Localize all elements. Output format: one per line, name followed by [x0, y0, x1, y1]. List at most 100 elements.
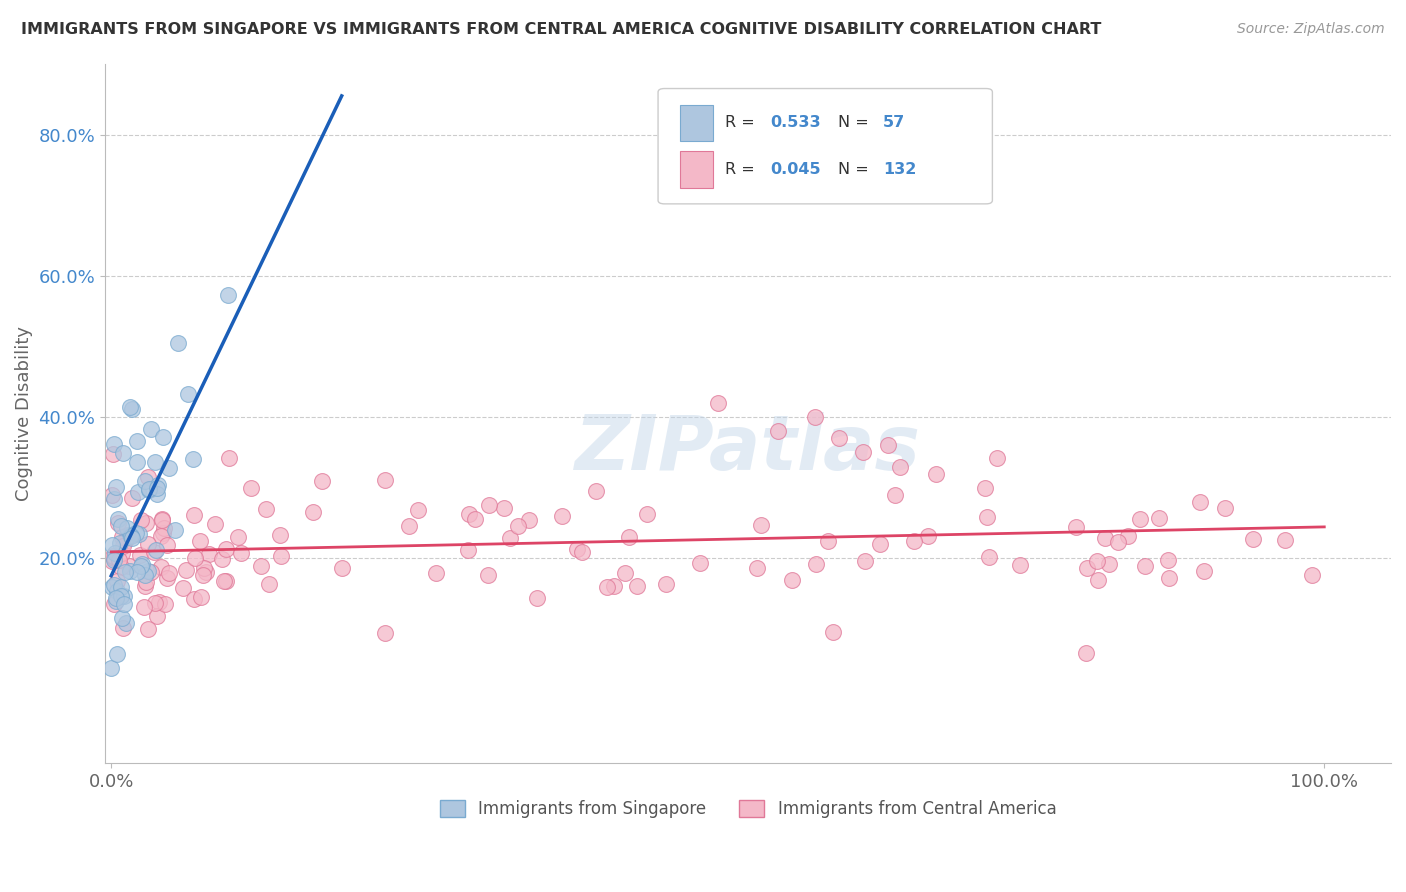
Point: [1157, 553, 1180, 567]
Point: [117, 559, 139, 574]
Point: [188, 534, 211, 549]
Point: [257, 577, 280, 591]
Point: [184, 550, 207, 565]
Point: [138, 483, 160, 498]
Point: [104, 546, 127, 560]
Point: [614, 566, 637, 580]
Point: [136, 537, 159, 551]
Point: [125, 526, 148, 541]
Point: [149, 529, 172, 543]
FancyBboxPatch shape: [658, 88, 993, 204]
Point: [986, 450, 1008, 465]
Point: [150, 560, 173, 574]
Point: [145, 543, 167, 558]
Point: [110, 580, 132, 594]
Point: [136, 622, 159, 636]
Text: Source: ZipAtlas.com: Source: ZipAtlas.com: [1237, 22, 1385, 37]
Text: R =: R =: [725, 162, 759, 178]
Point: [107, 512, 129, 526]
Point: [105, 594, 128, 608]
Point: [152, 430, 174, 444]
Point: [132, 600, 155, 615]
Point: [240, 481, 263, 495]
Point: [157, 566, 180, 581]
Point: [134, 474, 156, 488]
Point: [112, 597, 135, 611]
Point: [269, 528, 291, 542]
Point: [101, 487, 124, 501]
Point: [143, 454, 166, 468]
Point: [603, 579, 626, 593]
Point: [110, 518, 132, 533]
Point: [406, 502, 429, 516]
Point: [105, 583, 128, 598]
Point: [499, 531, 522, 545]
Point: [193, 561, 215, 575]
Point: [745, 561, 768, 575]
Point: [828, 431, 851, 445]
Point: [103, 578, 125, 592]
Point: [103, 437, 125, 451]
Point: [212, 574, 235, 589]
Point: [120, 529, 142, 543]
Point: [215, 542, 238, 557]
Point: [655, 577, 678, 591]
Point: [148, 595, 170, 609]
Point: [254, 501, 277, 516]
Point: [551, 509, 574, 524]
Point: [120, 564, 142, 578]
Point: [112, 589, 135, 603]
Point: [157, 460, 180, 475]
Point: [596, 580, 619, 594]
Point: [107, 516, 129, 530]
Point: [111, 620, 134, 634]
Point: [526, 591, 548, 605]
Point: [917, 528, 939, 542]
Point: [153, 521, 176, 535]
Point: [1066, 520, 1088, 534]
Point: [103, 491, 125, 506]
Text: IMMIGRANTS FROM SINGAPORE VS IMMIGRANTS FROM CENTRAL AMERICA COGNITIVE DISABILIT: IMMIGRANTS FROM SINGAPORE VS IMMIGRANTS …: [21, 22, 1101, 37]
Point: [125, 565, 148, 579]
Point: [115, 615, 138, 630]
Point: [374, 473, 396, 487]
Point: [127, 434, 149, 449]
Point: [973, 481, 995, 495]
Point: [749, 518, 772, 533]
Point: [143, 544, 166, 558]
Point: [228, 530, 250, 544]
Point: [115, 528, 138, 542]
Text: 57: 57: [883, 115, 905, 130]
Point: [457, 543, 479, 558]
Point: [571, 545, 593, 559]
Point: [120, 401, 142, 415]
Point: [103, 551, 125, 566]
Point: [101, 554, 124, 568]
Point: [110, 536, 132, 550]
Point: [1135, 559, 1157, 574]
Point: [889, 459, 911, 474]
Point: [636, 507, 658, 521]
Point: [1076, 561, 1098, 575]
Point: [146, 487, 169, 501]
Point: [706, 396, 728, 410]
Text: 0.045: 0.045: [770, 162, 821, 178]
Point: [617, 530, 640, 544]
Point: [1107, 535, 1129, 549]
Point: [585, 483, 607, 498]
Point: [218, 450, 240, 465]
Point: [146, 481, 169, 495]
Point: [183, 508, 205, 523]
Point: [101, 538, 124, 552]
Point: [804, 410, 827, 425]
Point: [150, 513, 173, 527]
Point: [215, 574, 238, 588]
Point: [156, 571, 179, 585]
Point: [398, 518, 420, 533]
Point: [852, 445, 875, 459]
Point: [115, 521, 138, 535]
Point: [1085, 554, 1108, 568]
Point: [229, 545, 252, 559]
Point: [121, 531, 143, 545]
Point: [270, 549, 292, 563]
